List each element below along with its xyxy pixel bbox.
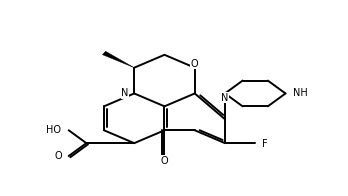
Text: O: O (161, 156, 168, 166)
Text: HO: HO (46, 125, 61, 135)
Text: F: F (262, 139, 267, 149)
Text: O: O (55, 151, 62, 161)
Polygon shape (102, 51, 134, 68)
Text: N: N (221, 93, 229, 103)
Text: O: O (191, 59, 199, 69)
Text: NH: NH (293, 88, 308, 98)
Text: N: N (121, 88, 129, 98)
